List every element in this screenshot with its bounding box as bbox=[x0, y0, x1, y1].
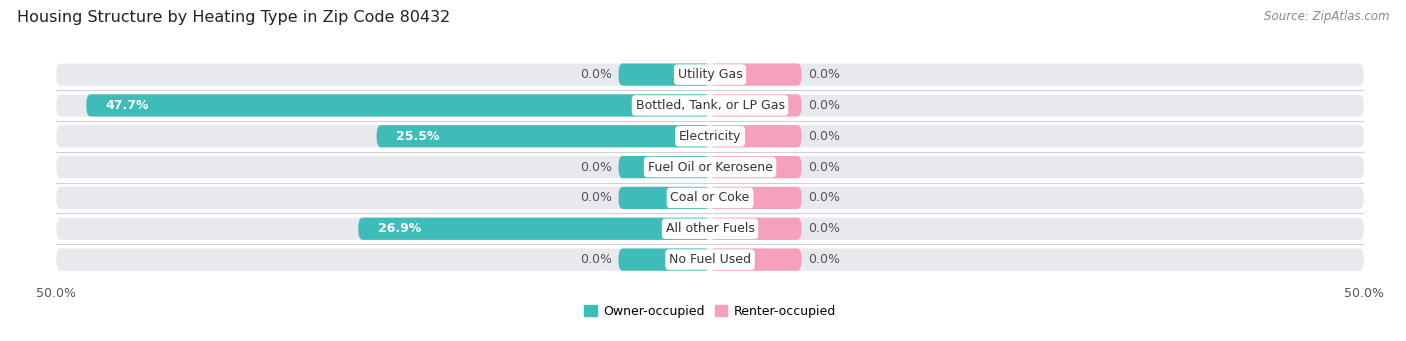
Text: 0.0%: 0.0% bbox=[808, 68, 841, 81]
Text: 0.0%: 0.0% bbox=[579, 191, 612, 204]
Text: Fuel Oil or Kerosene: Fuel Oil or Kerosene bbox=[648, 161, 772, 174]
Text: 0.0%: 0.0% bbox=[808, 191, 841, 204]
Text: 25.5%: 25.5% bbox=[396, 130, 440, 143]
FancyBboxPatch shape bbox=[359, 218, 710, 240]
Text: 0.0%: 0.0% bbox=[808, 161, 841, 174]
Legend: Owner-occupied, Renter-occupied: Owner-occupied, Renter-occupied bbox=[579, 300, 841, 323]
Text: Electricity: Electricity bbox=[679, 130, 741, 143]
FancyBboxPatch shape bbox=[56, 156, 1364, 178]
FancyBboxPatch shape bbox=[710, 63, 801, 86]
Text: 0.0%: 0.0% bbox=[808, 222, 841, 235]
FancyBboxPatch shape bbox=[710, 94, 801, 117]
FancyBboxPatch shape bbox=[86, 94, 710, 117]
FancyBboxPatch shape bbox=[56, 249, 1364, 271]
FancyBboxPatch shape bbox=[619, 156, 710, 178]
Text: 0.0%: 0.0% bbox=[579, 68, 612, 81]
Text: 0.0%: 0.0% bbox=[808, 99, 841, 112]
FancyBboxPatch shape bbox=[619, 63, 710, 86]
Text: 0.0%: 0.0% bbox=[808, 253, 841, 266]
FancyBboxPatch shape bbox=[56, 187, 1364, 209]
FancyBboxPatch shape bbox=[56, 218, 1364, 240]
Text: All other Fuels: All other Fuels bbox=[665, 222, 755, 235]
Text: 0.0%: 0.0% bbox=[808, 130, 841, 143]
FancyBboxPatch shape bbox=[619, 187, 710, 209]
FancyBboxPatch shape bbox=[710, 218, 801, 240]
Text: Utility Gas: Utility Gas bbox=[678, 68, 742, 81]
Text: 0.0%: 0.0% bbox=[579, 161, 612, 174]
FancyBboxPatch shape bbox=[710, 125, 801, 147]
Text: Housing Structure by Heating Type in Zip Code 80432: Housing Structure by Heating Type in Zip… bbox=[17, 10, 450, 25]
Text: 26.9%: 26.9% bbox=[378, 222, 422, 235]
Text: No Fuel Used: No Fuel Used bbox=[669, 253, 751, 266]
FancyBboxPatch shape bbox=[56, 94, 1364, 117]
Text: Source: ZipAtlas.com: Source: ZipAtlas.com bbox=[1264, 10, 1389, 23]
Text: Coal or Coke: Coal or Coke bbox=[671, 191, 749, 204]
FancyBboxPatch shape bbox=[710, 187, 801, 209]
FancyBboxPatch shape bbox=[710, 249, 801, 271]
FancyBboxPatch shape bbox=[619, 249, 710, 271]
Text: 47.7%: 47.7% bbox=[105, 99, 149, 112]
FancyBboxPatch shape bbox=[56, 125, 1364, 147]
Text: Bottled, Tank, or LP Gas: Bottled, Tank, or LP Gas bbox=[636, 99, 785, 112]
FancyBboxPatch shape bbox=[377, 125, 710, 147]
Text: 0.0%: 0.0% bbox=[579, 253, 612, 266]
FancyBboxPatch shape bbox=[710, 156, 801, 178]
FancyBboxPatch shape bbox=[56, 63, 1364, 86]
